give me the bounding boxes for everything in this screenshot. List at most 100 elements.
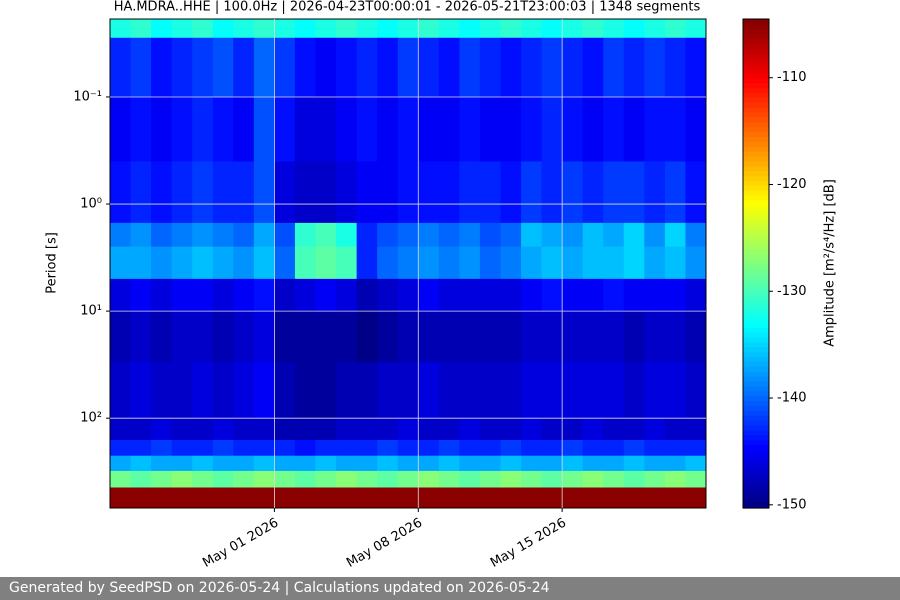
cell xyxy=(192,37,214,98)
cell xyxy=(685,470,707,488)
cell xyxy=(212,470,234,488)
cell xyxy=(151,222,173,248)
colorbar-swatch xyxy=(743,23,769,30)
cell xyxy=(336,311,358,363)
colorbar-swatch xyxy=(743,463,769,470)
cell xyxy=(562,440,584,457)
cell xyxy=(356,440,378,457)
cell xyxy=(110,246,132,280)
cell xyxy=(253,37,275,98)
cell xyxy=(171,278,193,312)
cell xyxy=(315,246,337,280)
cell xyxy=(377,161,399,224)
cell xyxy=(664,440,686,457)
cell xyxy=(623,487,645,509)
cell xyxy=(336,246,358,280)
cell xyxy=(212,222,234,248)
cell xyxy=(377,440,399,457)
colorbar-swatch xyxy=(743,209,769,216)
cell xyxy=(521,19,543,39)
cell xyxy=(541,487,563,509)
cell xyxy=(562,96,584,162)
cell xyxy=(171,418,193,441)
cell xyxy=(603,222,625,248)
cell xyxy=(294,487,317,509)
cell xyxy=(541,311,563,363)
colorbar-swatch xyxy=(743,180,769,186)
x-tick-label: May 15 2026 xyxy=(488,516,569,571)
colorbar-swatch xyxy=(743,253,769,260)
cell xyxy=(500,161,522,224)
cell xyxy=(130,418,152,441)
cell xyxy=(171,96,193,162)
cell xyxy=(438,455,460,472)
colorbar-swatch xyxy=(743,63,769,69)
cell xyxy=(315,222,337,248)
cell xyxy=(521,470,543,488)
cell xyxy=(274,37,296,98)
cell xyxy=(479,19,501,39)
colorbar-swatch xyxy=(743,449,769,455)
cell xyxy=(459,487,481,509)
cell xyxy=(233,440,255,457)
colorbar-swatch xyxy=(743,116,769,123)
colorbar-swatch xyxy=(743,72,769,79)
cell xyxy=(171,222,193,248)
cell xyxy=(685,19,707,39)
cell xyxy=(644,487,666,509)
cell xyxy=(192,440,214,457)
cell xyxy=(664,455,686,472)
cell xyxy=(685,278,707,312)
colorbar-swatch xyxy=(743,424,769,431)
cell xyxy=(644,470,666,488)
cell xyxy=(603,455,625,472)
colorbar-swatch xyxy=(743,229,769,235)
colorbar-swatch xyxy=(743,165,769,172)
cell xyxy=(356,37,378,98)
cell xyxy=(521,440,543,457)
cell xyxy=(294,96,317,162)
cell xyxy=(294,440,317,457)
cell xyxy=(294,246,317,280)
cell xyxy=(438,418,460,441)
cell xyxy=(110,440,132,457)
cell xyxy=(685,222,707,248)
colorbar-swatch xyxy=(743,53,769,59)
colorbar-swatch xyxy=(743,405,769,411)
cell xyxy=(192,222,214,248)
colorbar-swatch xyxy=(743,224,769,230)
cell xyxy=(582,311,604,363)
cell xyxy=(130,470,152,488)
cell xyxy=(397,96,419,162)
cell xyxy=(685,487,707,509)
cell xyxy=(664,278,686,312)
cell xyxy=(603,246,625,280)
cell xyxy=(685,37,707,98)
colorbar-swatch xyxy=(743,146,769,152)
cell xyxy=(623,311,645,363)
cell xyxy=(130,455,152,472)
cell xyxy=(562,19,584,39)
cell xyxy=(459,470,481,488)
cell xyxy=(336,19,358,39)
cell xyxy=(315,470,337,488)
colorbar-swatch xyxy=(743,429,769,436)
cell xyxy=(151,37,173,98)
cell xyxy=(623,246,645,280)
cell xyxy=(356,278,378,312)
colorbar-swatch xyxy=(743,199,769,206)
colorbar-swatch xyxy=(743,136,769,142)
cell xyxy=(623,455,645,472)
cell xyxy=(397,455,419,472)
colorbar-frame xyxy=(742,18,770,509)
colorbar-swatch xyxy=(743,121,769,128)
cell xyxy=(562,246,584,280)
colorbar-swatch xyxy=(743,67,769,74)
cell xyxy=(233,470,255,488)
cell xyxy=(171,440,193,457)
cell xyxy=(110,362,132,419)
cell xyxy=(562,487,584,509)
cell xyxy=(130,246,152,280)
cell xyxy=(541,37,563,98)
colorbar-swatch xyxy=(743,263,769,269)
